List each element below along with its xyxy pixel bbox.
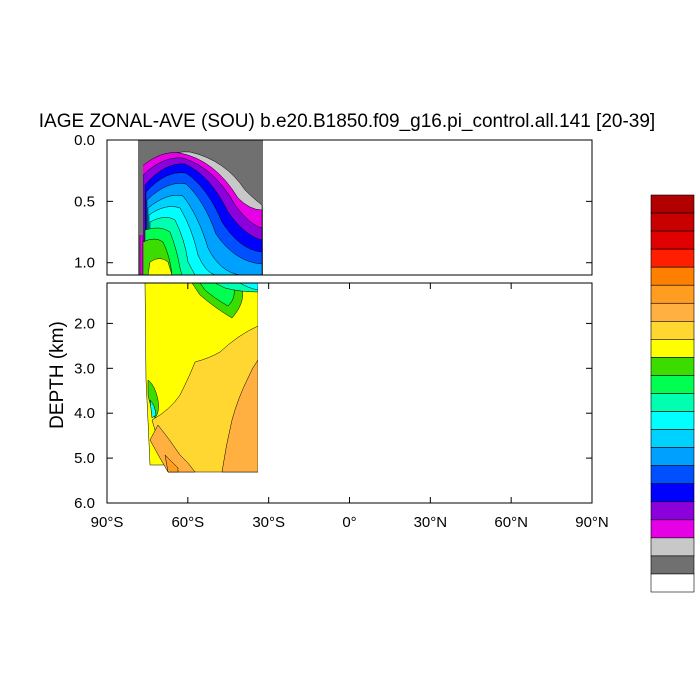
- colorbar-swatch: [650, 339, 695, 358]
- y-tick-label: 5.0: [74, 450, 95, 467]
- x-tick-label: 30°S: [252, 514, 285, 531]
- colorbar-swatch: [650, 321, 695, 340]
- colorbar-swatch: [650, 411, 695, 430]
- contour-green-left: [147, 379, 159, 419]
- y-tick-label: 0.0: [74, 132, 95, 149]
- colorbar-swatch: [650, 429, 695, 448]
- colorbar-swatch: [650, 266, 695, 286]
- y-tick-label: 3.0: [74, 360, 95, 377]
- upper-panel-frame: [106, 139, 593, 276]
- x-tick-label: 0°: [342, 514, 356, 531]
- contour-cyan-left: [149, 399, 157, 419]
- colorbar-swatch: [650, 519, 695, 539]
- colorbar-swatch: [650, 302, 695, 322]
- contour-darker-orange: [164, 454, 179, 473]
- colorbar-swatch: [650, 537, 695, 557]
- contour-yellow-top: [147, 258, 173, 275]
- colorbar-swatch: [650, 573, 695, 593]
- antarctic-landmask: [138, 140, 143, 235]
- colorbar-swatch: [650, 230, 695, 250]
- seafloor-mask: [258, 283, 268, 503]
- contour-orange-right: [221, 359, 259, 473]
- colorbar-swatch: [650, 194, 695, 214]
- colorbar-swatch: [650, 284, 695, 304]
- colorbar-swatch: [650, 375, 695, 394]
- chart-title: IAGE ZONAL-AVE (SOU) b.e20.B1850.f09_g16…: [39, 111, 655, 132]
- y-tick-label: 2.0: [74, 315, 95, 332]
- colorbar-swatch: [650, 465, 695, 485]
- colorbar-swatch: [650, 393, 695, 412]
- colorbar-swatch: [650, 555, 695, 575]
- x-tick-label: 30°N: [414, 514, 448, 531]
- contour-orange-bottom-left: [149, 424, 196, 473]
- lower-panel-contours: [144, 283, 268, 503]
- colorbar-swatch: [650, 212, 695, 232]
- axes-group: 90°S 60°S 30°S 0° 30°N 60°N 90°N 0.0 0.5 1.0 2.0 3.…: [74, 132, 609, 531]
- upper-panel-contours: [138, 140, 263, 275]
- x-tick-label: 90°S: [91, 514, 124, 531]
- colorbar-swatch: [650, 483, 695, 503]
- x-tick-label: 60°N: [494, 514, 528, 531]
- x-tick-label: 60°S: [171, 514, 204, 531]
- y-tick-label: 6.0: [74, 495, 95, 512]
- colorbar: [650, 194, 695, 593]
- y-tick-label: 0.5: [74, 193, 95, 210]
- y-axis-label: DEPTH (km): [47, 321, 68, 429]
- y-tick-label: 1.0: [74, 255, 95, 272]
- x-tick-label: 90°N: [575, 514, 609, 531]
- colorbar-swatch: [650, 447, 695, 466]
- colorbar-swatch: [650, 357, 695, 376]
- colorbar-swatch: [650, 501, 695, 521]
- colorbar-swatch: [650, 248, 695, 268]
- y-tick-label: 4.0: [74, 405, 95, 422]
